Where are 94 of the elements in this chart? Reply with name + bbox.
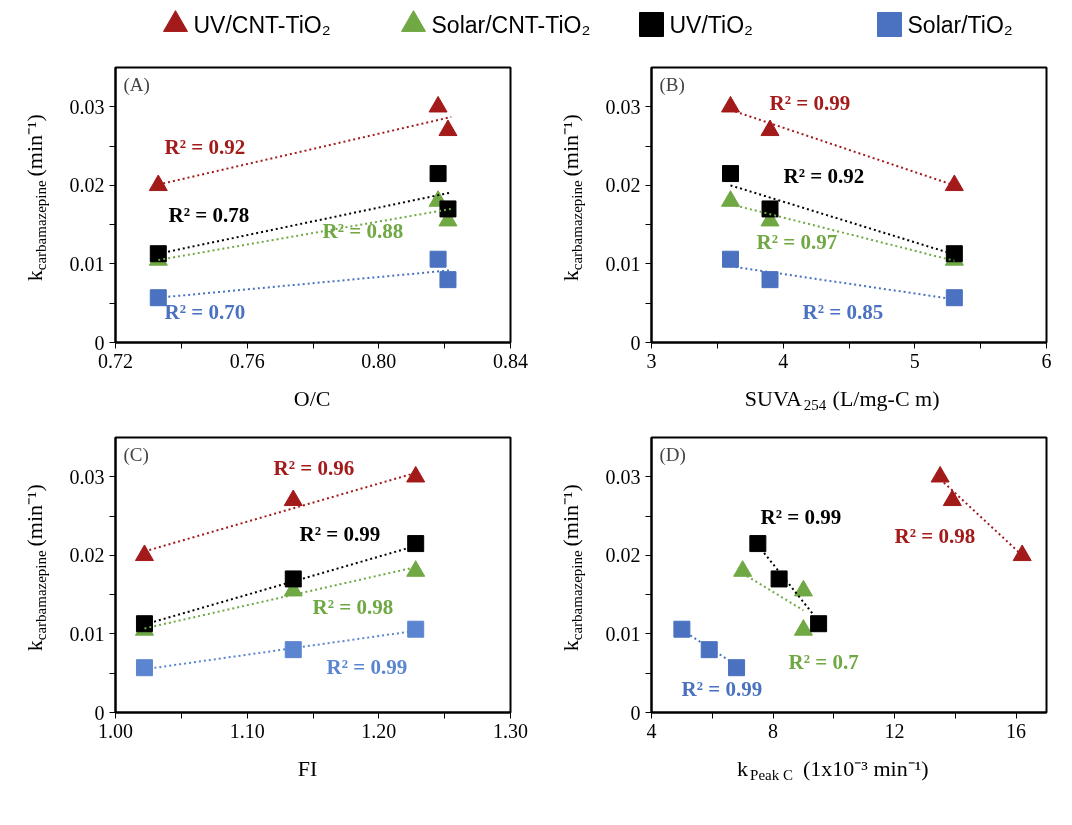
annotation: R² = 0.99 [769,90,851,115]
point [760,119,780,137]
x-tick-label: 0.80 [361,349,397,372]
y-axis-title: kcarbamazepine (min⁻¹) [22,114,49,282]
chart-title: (A) [123,73,150,96]
annotation: R² = 0.98 [312,594,394,619]
point [945,289,963,307]
x-tick-label: 1.10 [229,719,265,742]
point [700,641,718,659]
point [284,570,302,588]
x-tick-label: 1.30 [493,719,528,742]
point [942,489,962,507]
annotation: R² = 0.92 [164,134,246,159]
y-tick-label: 0.03 [605,95,641,118]
x-tick-label: 0.76 [229,349,265,372]
x-axis-title: FI [297,756,318,781]
point [721,95,740,113]
point [439,271,457,289]
point [722,250,739,268]
point [135,659,153,677]
annotation: R² = 0.99 [760,504,842,529]
y-tick-label: 0.01 [69,622,105,645]
point [149,245,167,263]
annotation: R² = 0.88 [322,218,404,243]
x-tick-label: 8 [768,719,779,742]
x-tick-label: 16 [1006,719,1027,742]
y-tick-label: 0.02 [69,174,105,197]
annotation: R² = 0.96 [273,455,355,480]
point [930,465,950,483]
point [429,250,447,268]
point [438,119,458,137]
annotation: R² = 0.7 [788,649,859,674]
point [148,174,168,192]
annotation: R² = 0.98 [894,523,976,548]
point [733,560,753,577]
annotation: R² = 0.99 [681,676,763,701]
y-axis-title: kcarbamazepine (min⁻¹) [558,484,585,652]
chart-title: (C) [123,443,149,466]
legend-label: Solar/CNT-TiO₂ [431,11,591,38]
x-tick-label: 3 [646,349,657,372]
chart-title: (D) [659,443,686,466]
point [135,615,153,633]
y-tick-label: 0.01 [605,622,641,645]
annotation: R² = 0.78 [168,202,250,227]
y-tick-label: 0.01 [69,252,105,275]
point [673,620,691,638]
legend-label: UV/TiO₂ [669,11,753,38]
point [728,659,746,677]
x-tick-label: 0.84 [493,349,528,372]
y-tick-label: 0.03 [605,465,641,488]
point [406,560,426,577]
point [721,190,740,207]
y-tick-label: 0.02 [605,174,641,197]
y-tick-label: 0.01 [605,252,641,275]
point [944,174,964,192]
chart-title: (B) [659,73,685,96]
annotation: R² = 0.85 [802,299,884,324]
point [945,245,963,263]
x-tick-label: 1.20 [361,719,397,742]
y-axis-title: kcarbamazepine (min⁻¹) [22,484,49,652]
point [770,570,788,588]
y-tick-label: 0 [630,331,641,354]
point [428,95,448,113]
point [810,615,828,633]
point [406,465,426,483]
y-tick-label: 0.03 [69,95,105,118]
x-tick-label: 4 [778,349,789,372]
x-tick-label: 5 [909,349,920,372]
x-tick-label: 4 [646,719,657,742]
y-tick-label: 0.02 [605,544,641,567]
y-axis-title: kcarbamazepine (min⁻¹) [558,114,585,282]
point [284,641,302,659]
point [283,489,303,507]
annotation: R² = 0.97 [756,229,838,254]
x-tick-label: 6 [1041,349,1052,372]
point [439,200,457,218]
annotation: R² = 0.70 [164,299,246,324]
legend-label: UV/CNT-TiO₂ [193,11,331,38]
point [761,200,779,218]
point [1012,544,1032,562]
point [761,271,779,289]
point [149,289,167,307]
y-tick-label: 0 [630,701,641,724]
x-tick-label: 12 [884,719,905,742]
point [793,579,813,597]
annotation: R² = 0.99 [326,654,408,679]
y-tick-label: 0.02 [69,544,105,567]
legend-label: Solar/TiO₂ [907,11,1013,38]
annotation: R² = 0.92 [783,163,865,188]
annotation: R² = 0.99 [299,521,381,546]
point [407,620,425,638]
x-axis-title: O/C [293,386,331,411]
point [134,544,154,562]
y-tick-label: 0.03 [69,465,105,488]
